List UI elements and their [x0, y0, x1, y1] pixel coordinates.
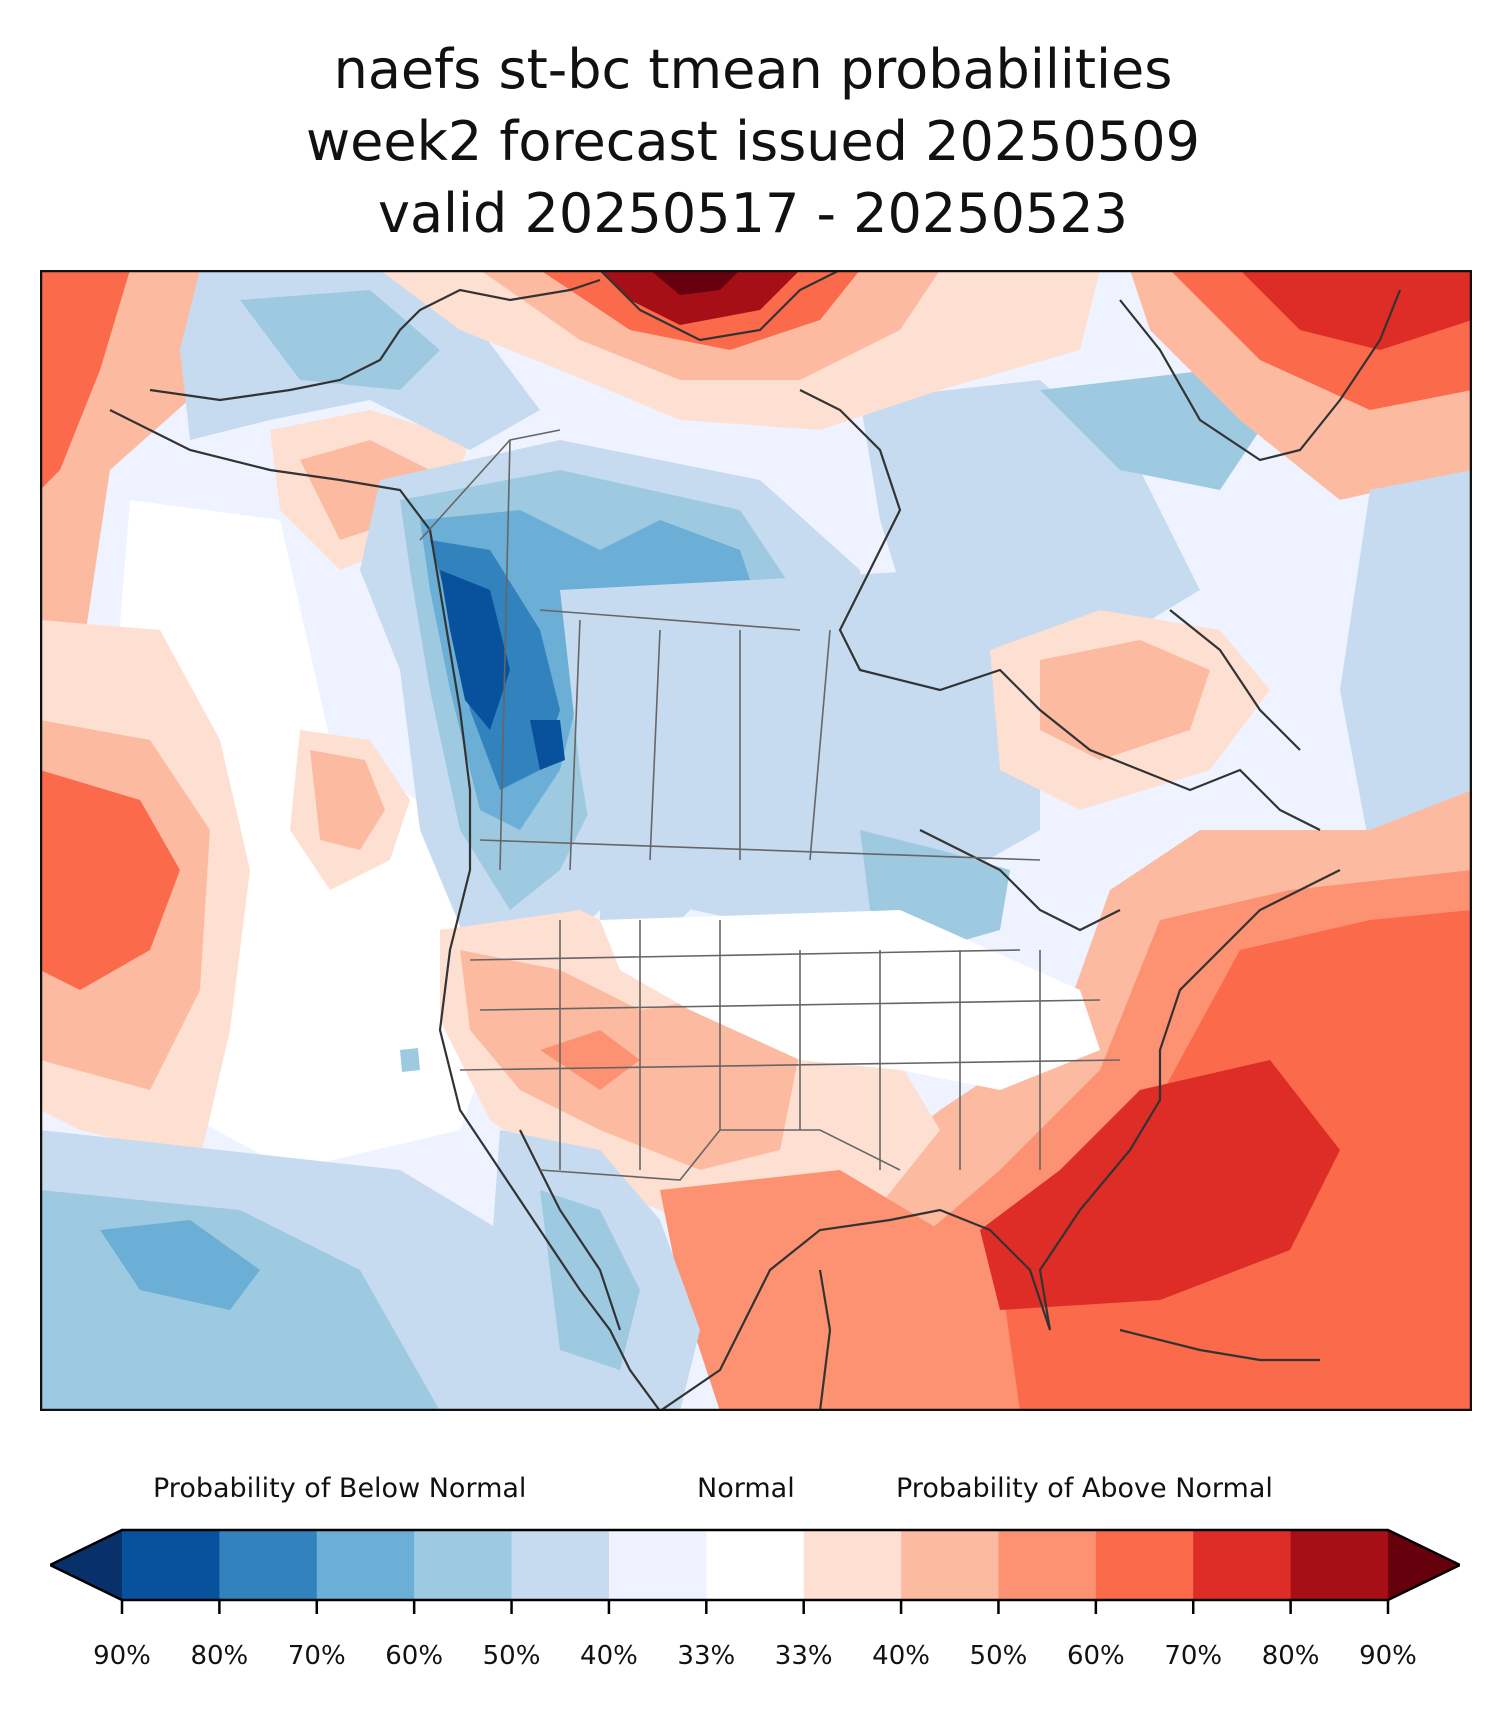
colorbar-segments [122, 1530, 1389, 1600]
colorbar-segment [608, 1530, 707, 1600]
colorbar-segment [414, 1530, 513, 1600]
colorbar-segment [998, 1530, 1097, 1600]
colorbar [50, 1528, 1460, 1614]
colorbar-tick-label: 90% [93, 1641, 151, 1671]
above-normal-label: Probability of Above Normal [896, 1473, 1273, 1504]
below-normal-label: Probability of Below Normal [153, 1473, 527, 1504]
title-line-3: valid 20250517 - 20250523 [377, 182, 1128, 245]
colorbar-segment [1290, 1530, 1389, 1600]
colorbar-tick-label: 90% [1359, 1641, 1417, 1671]
colorbar-tick-label: 80% [190, 1641, 249, 1671]
colorbar-tick-label: 40% [580, 1641, 638, 1671]
map-frame [40, 270, 1472, 1411]
colorbar-tick-label: 50% [482, 1641, 541, 1671]
colorbar-tick-label: 40% [872, 1641, 930, 1671]
borders [419, 429, 1121, 1181]
colorbar-tick-label: 70% [1164, 1641, 1223, 1671]
title-line-1: naefs st-bc tmean probabilities [333, 38, 1173, 101]
colorbar-tick-label: 33% [677, 1641, 736, 1671]
map-canvas [40, 270, 1472, 1411]
coastlines [109, 270, 1402, 1411]
colorbar-tick-label: 33% [774, 1641, 833, 1671]
colorbar-segment [901, 1530, 999, 1600]
colorbar-segment [1193, 1530, 1292, 1600]
colorbar-tick-label: 70% [287, 1641, 346, 1671]
colorbar-segment [1095, 1530, 1194, 1600]
colorbar-tick-label: 80% [1261, 1641, 1320, 1671]
colorbar-segment [706, 1530, 805, 1600]
colorbar-segment [316, 1530, 415, 1600]
map-title: naefs st-bc tmean probabilities week2 fo… [0, 34, 1506, 250]
probability-contours [40, 270, 1472, 1411]
normal-label: Normal [697, 1473, 795, 1504]
colorbar-tick-label: 50% [969, 1641, 1028, 1671]
colorbar-segment [511, 1530, 610, 1600]
colorbar-tick-label: 60% [385, 1641, 444, 1671]
colorbar-segment [803, 1530, 902, 1600]
title-line-2: week2 forecast issued 20250509 [306, 110, 1200, 173]
probability-map [40, 270, 1472, 1411]
colorbar-tick-label: 60% [1066, 1641, 1125, 1671]
colorbar-extend-above [1388, 1530, 1460, 1600]
colorbar-extend-below [50, 1530, 122, 1600]
colorbar-segment [219, 1530, 318, 1600]
colorbar-ticks [120, 1600, 1390, 1614]
colorbar-segment [122, 1530, 220, 1600]
